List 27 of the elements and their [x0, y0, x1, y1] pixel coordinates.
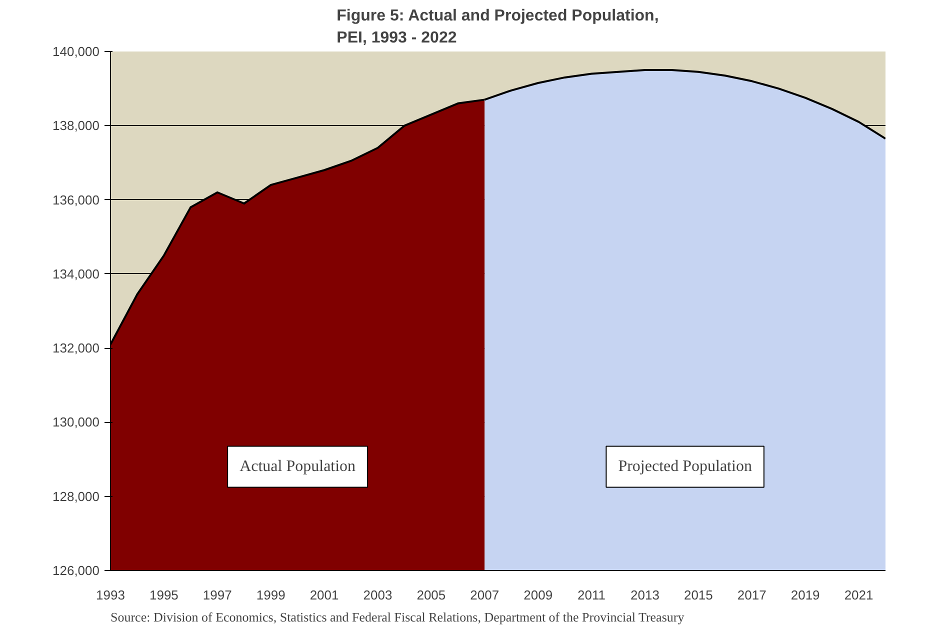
chart-title: Figure 5: Actual and Projected Population, PEI, 1993 - 2022: [336, 7, 659, 46]
y-tick-label: 128,000: [52, 488, 100, 504]
series-label: Projected Population: [618, 458, 752, 476]
y-tick-label: 140,000: [52, 44, 100, 59]
x-tick-label: 1997: [202, 588, 232, 602]
x-tick-label: 2009: [524, 588, 553, 602]
y-tick-label: 136,000: [52, 192, 100, 208]
x-tick-label: 2005: [416, 588, 446, 602]
x-tick-label: 1995: [149, 588, 178, 602]
y-tick-label: 138,000: [52, 118, 100, 134]
x-tick-label: 2015: [684, 588, 713, 602]
y-tick-label: 134,000: [52, 266, 100, 282]
x-tick-label: 2013: [630, 588, 660, 602]
y-tick-label: 126,000: [52, 563, 100, 578]
y-tick-label: 130,000: [52, 414, 100, 430]
x-tick-label: 2021: [844, 588, 874, 602]
x-tick-label: 2007: [470, 588, 500, 602]
x-tick-label: 1993: [96, 588, 125, 602]
x-tick-label: 2011: [578, 588, 606, 602]
series-label: Actual Population: [240, 458, 356, 476]
x-tick-label: 2019: [790, 588, 820, 602]
x-tick-label: 1999: [256, 588, 286, 602]
x-tick-label: 2017: [737, 588, 766, 602]
x-tick-label: 2001: [310, 588, 339, 602]
y-tick-label: 132,000: [52, 340, 100, 356]
source-note: Source: Division of Economics, Statistics and Federal Fiscal Relations, Department of the Provincial Treasury: [110, 610, 685, 624]
x-tick-label: 2003: [363, 588, 392, 602]
